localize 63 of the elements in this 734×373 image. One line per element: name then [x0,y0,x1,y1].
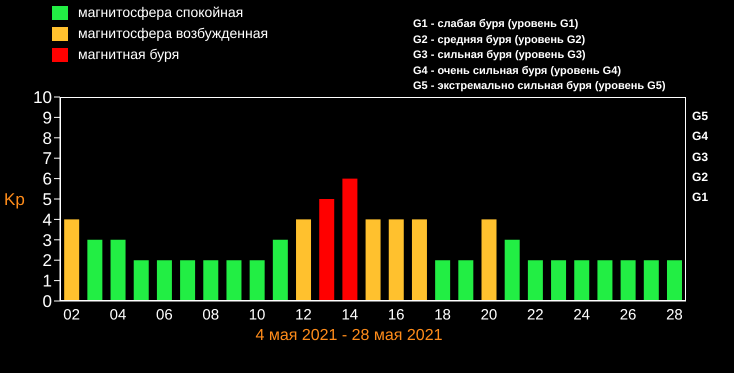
text: G2 [692,168,708,185]
y-tick-label: 5 [42,190,52,210]
text: G3 [692,148,708,165]
x-tick-label: 10 [248,306,266,324]
bar [388,219,404,301]
y-tick-label: 10 [33,88,52,108]
x-tick-label: 22 [526,306,544,324]
bar [412,219,427,301]
bar [666,260,682,301]
y-tick-label: 9 [42,108,52,128]
x-tick-label: 20 [480,306,498,324]
bar [87,240,102,301]
bar [528,260,543,301]
bar [64,219,80,301]
y-tick-label: 1 [42,272,52,291]
bar [134,260,149,301]
y-tick-label: 2 [42,251,52,270]
y-tick-label: 7 [42,149,52,168]
x-tick-label: 26 [620,306,636,324]
bar [482,219,497,301]
bar [574,260,590,301]
notes: G1 - слабая буря (уровень G1) G2 - средняя буря (уровень G2) G3 - сильная буря (уровень G3) G4 - очень сильная буря (уровень G4) G5 - экстремально сильная буря (уровень G5) [413,17,666,94]
y-axis-title: Kp [4,190,25,210]
x-tick-label: 24 [573,306,590,324]
y-tick-label: 4 [42,210,52,230]
bar [180,260,196,301]
x-tick-label: 06 [156,306,173,324]
bar [296,219,312,301]
x-tick-label: 04 [110,306,126,324]
bar [504,240,520,301]
bar [435,260,450,301]
x-tick-label: 12 [295,306,312,324]
y-tick-label: 3 [42,230,52,250]
legend-label: магнитосфера возбужденная [78,24,268,43]
x-axis-title: 4 мая 2021 - 28 мая 2021 [254,327,444,345]
legend-label: магнитная буря [78,45,180,64]
bar [156,260,172,301]
bar [203,260,218,301]
x-tick-label: 16 [388,306,405,324]
x-tick-label: 28 [666,306,683,324]
bar [250,260,265,301]
bar [620,260,636,301]
bar [551,260,566,301]
bar [110,240,126,301]
y-tick-label: 0 [42,292,52,312]
bar [597,260,612,301]
bar [366,219,381,301]
x-tick-label: 14 [341,306,358,324]
x-tick-label: 18 [434,306,451,324]
x-tick-label: 08 [202,306,220,324]
text: G4 [692,128,708,144]
bar [319,199,334,301]
text: G5 [692,108,708,124]
text: G1 [692,189,708,205]
bar [342,178,358,301]
bar [458,260,474,301]
y-tick-label: 6 [42,170,52,189]
legend-label: магнитосфера спокойная [78,3,244,22]
y-tick-label: 8 [42,128,52,148]
bar [644,260,659,301]
x-tick-label: 02 [63,306,80,324]
bar [272,240,288,301]
bar [226,260,242,301]
